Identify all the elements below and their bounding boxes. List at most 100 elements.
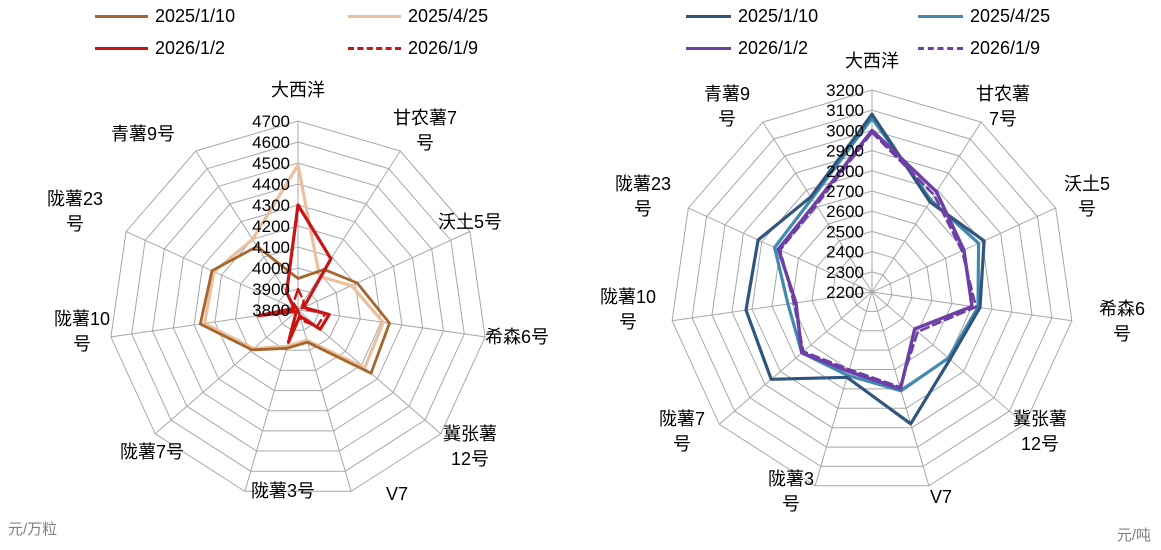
legend-item-2026-1-2: 2026/1/2 [95, 36, 225, 60]
series-polygon-2025-1-10 [744, 112, 986, 426]
radar-grid-ring [276, 288, 320, 331]
series-polygon-2025-4-25 [772, 116, 981, 393]
axis-tick-label: 2900 [826, 142, 864, 161]
radar-grid-ring [110, 120, 486, 492]
legend-line-swatch [348, 14, 401, 18]
legend-line-swatch [918, 14, 963, 18]
series-polygon-2026-1-9 [282, 287, 327, 328]
axis-tick-label: 4200 [252, 217, 290, 236]
axis-tick-label: 4500 [252, 154, 290, 173]
axis-tick-label: 2700 [826, 182, 864, 201]
axis-tick-label: 3000 [826, 121, 864, 140]
axis-tick-label: 4300 [252, 196, 290, 215]
radar-grid-ring [151, 162, 445, 452]
axis-tick-label: 2600 [826, 202, 864, 221]
radar-grid-ring [214, 225, 382, 392]
category-label: V7 [930, 487, 952, 507]
category-label: 陇薯23 号 [47, 189, 103, 234]
radar-grid-spoke [297, 231, 471, 311]
category-label: 陇薯10 号 [600, 287, 656, 332]
radar-grid-ring [791, 210, 953, 370]
legend-label: 2026/1/2 [738, 37, 809, 58]
legend-item-2026-1-2: 2026/1/2 [686, 36, 808, 60]
category-label: 希森6号 [485, 327, 549, 347]
left-chart-unit-label: 元/万粒 [8, 521, 58, 538]
legend-line-swatch [686, 14, 731, 18]
radar-grid-spoke [195, 150, 299, 311]
series-polygon-2026-1-2 [256, 203, 333, 344]
axis-tick-label: 4400 [252, 175, 290, 194]
radar-grid-ring [255, 267, 341, 351]
radar-grid-ring [711, 129, 1033, 448]
radar-grid-spoke [871, 121, 982, 293]
category-label: 大西洋 [271, 80, 325, 100]
category-label: V7 [386, 484, 408, 504]
legend-label: 2025/1/10 [738, 5, 819, 26]
radar-grid-ring [131, 141, 465, 472]
radar-grid-spoke [154, 309, 299, 435]
category-label: 陇薯3号 [251, 481, 315, 501]
legend-label: 2026/1/2 [155, 37, 226, 58]
radar-grid-ring [193, 204, 403, 412]
axis-tick-label: 4600 [252, 133, 290, 152]
radar-grid-ring [831, 251, 913, 332]
legend-item-2026-1-9: 2026/1/9 [918, 36, 1040, 60]
category-label: 青薯9号 [111, 124, 175, 144]
legend-label: 2026/1/9 [408, 37, 479, 58]
left-radar-chart: 3800 3900 4000 4100 4200 4300 4400 4500 4600 4700… [47, 80, 549, 504]
radar-grid-ring [671, 89, 1073, 487]
axis-tick-label: 4700 [252, 112, 290, 131]
radar-grid-spoke [718, 291, 873, 425]
radar-grid-ring [811, 230, 933, 351]
category-label: 冀张薯 12号 [443, 424, 497, 469]
legend-line-swatch [95, 46, 148, 50]
legend-label: 2025/4/25 [970, 5, 1051, 26]
axis-tick-label: 2500 [826, 222, 864, 241]
radar-grid-ring [851, 271, 893, 312]
axis-tick-label: 2300 [826, 263, 864, 282]
category-label: 大西洋 [845, 51, 899, 71]
legend-label: 2026/1/9 [970, 37, 1041, 58]
category-label: 陇薯23 号 [615, 174, 671, 219]
radar-grid-spoke [762, 121, 873, 293]
category-label: 沃土5号 [438, 212, 502, 232]
legend-item-2026-1-9: 2026/1/9 [348, 36, 478, 60]
radar-grid-spoke [814, 291, 873, 486]
series-polygon-2025-1-10 [198, 244, 391, 375]
right-chart-unit-label: 元/吨 [1116, 527, 1151, 544]
legend-label: 2025/1/10 [155, 5, 236, 26]
legend-line-swatch [95, 14, 148, 18]
axis-tick-label: 4000 [252, 259, 290, 278]
legend-item-2025-4-25: 2025/4/25 [918, 4, 1050, 28]
legend-line-swatch [918, 46, 963, 50]
axis-tick-label: 3900 [252, 280, 290, 299]
series-polygon-2025-4-25 [202, 163, 385, 370]
radar-grid-spoke [297, 150, 401, 311]
legend-item-2025-1-10: 2025/1/10 [686, 4, 818, 28]
legend-label: 2025/4/25 [408, 5, 489, 26]
axis-tick-label: 4100 [252, 238, 290, 257]
radar-grid-ring [691, 109, 1053, 467]
category-label: 冀张薯 12号 [1013, 409, 1067, 454]
axis-tick-label: 2400 [826, 243, 864, 262]
radar-grid-ring [172, 183, 424, 432]
legend-line-swatch [686, 46, 731, 50]
axis-tick-label: 2200 [826, 283, 864, 302]
axis-tick-label: 2800 [826, 162, 864, 181]
radar-grid-ring [731, 150, 1013, 429]
series-polygon-2026-1-9 [778, 131, 978, 389]
legend-item-2025-4-25: 2025/4/25 [348, 4, 488, 28]
axis-tick-label: 3100 [826, 101, 864, 120]
legend-line-swatch [348, 46, 401, 50]
axis-tick-label: 3200 [826, 81, 864, 100]
radar-grid-spoke [672, 291, 873, 322]
